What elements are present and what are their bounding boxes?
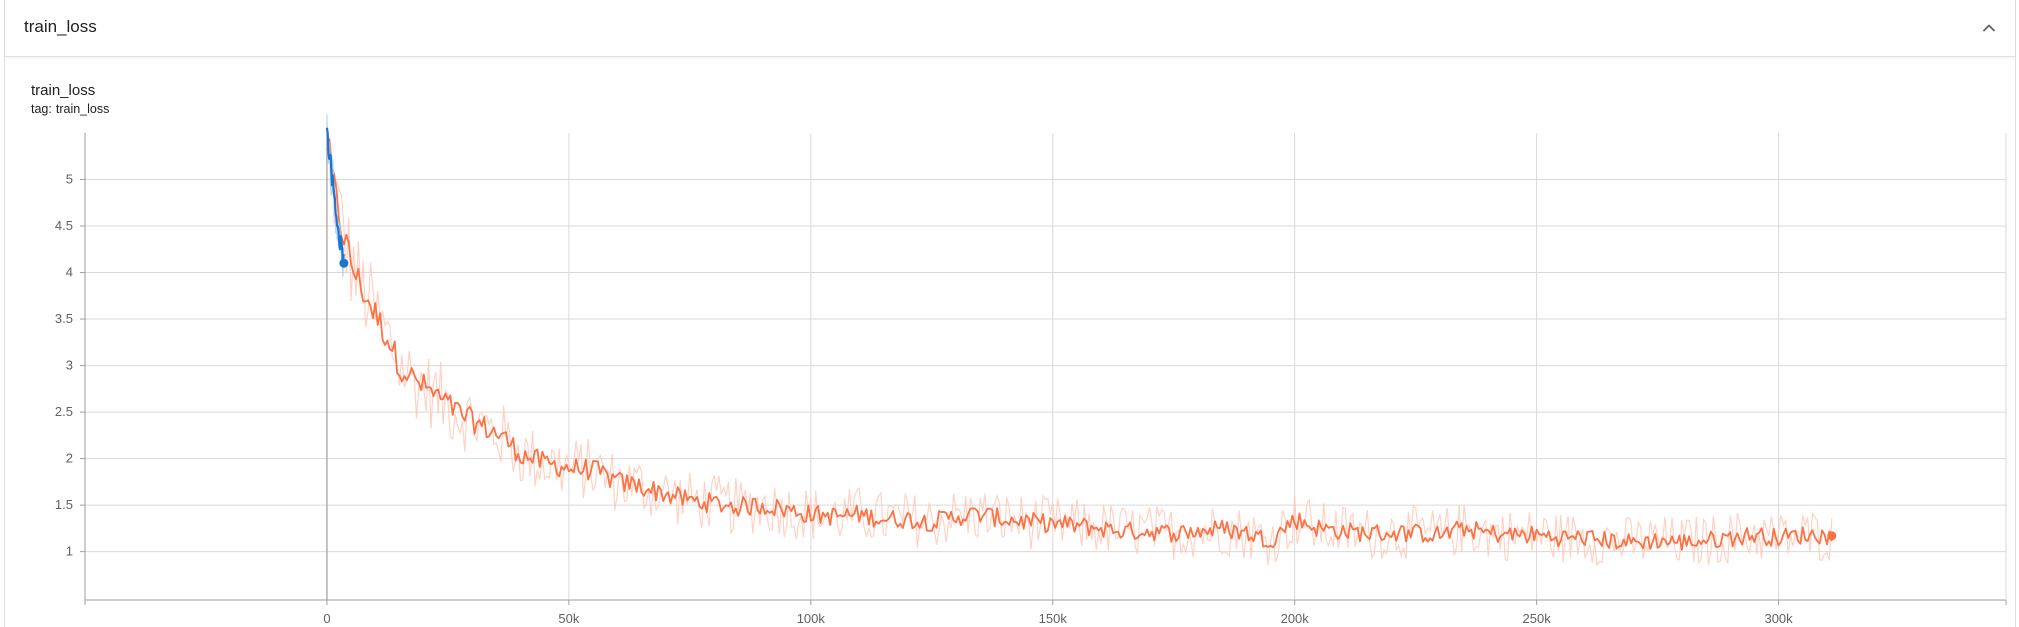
y-tick-label: 1.5 [55,497,73,512]
chart-tag: tag: train_loss [31,102,109,116]
series-orange-line [326,138,1833,551]
tag-value: train_loss [55,102,110,116]
x-tick-label: 100k [797,611,826,626]
series-orange-raw-line [326,124,1833,568]
series-blue-endpoint [339,258,349,268]
x-tick-label: 50k [558,611,579,626]
x-tick-label: 300k [1764,611,1793,626]
section-header[interactable]: train_loss [5,0,2015,57]
tag-label: tag: [31,102,52,116]
y-tick-label: 2 [66,451,73,466]
x-tick-label: 200k [1281,611,1310,626]
y-tick-label: 3.5 [55,311,73,326]
series-orange-endpoint [1827,531,1837,541]
y-tick-label: 3 [66,358,73,373]
chevron-up-icon[interactable] [1977,16,2001,40]
y-tick-label: 2.5 [55,404,73,419]
y-tick-label: 5 [66,172,73,187]
chart-title: train_loss [31,82,96,99]
y-tick-label: 4.5 [55,218,73,233]
series-blue-line [325,127,345,268]
y-tick-label: 4 [66,265,73,280]
x-tick-label: 150k [1039,611,1068,626]
section-title: train_loss [24,17,97,36]
y-tick-label: 1 [66,544,73,559]
x-tick-label: 0 [323,611,330,626]
x-tick-label: 250k [1523,611,1552,626]
series-blue-raw-line [326,114,345,278]
